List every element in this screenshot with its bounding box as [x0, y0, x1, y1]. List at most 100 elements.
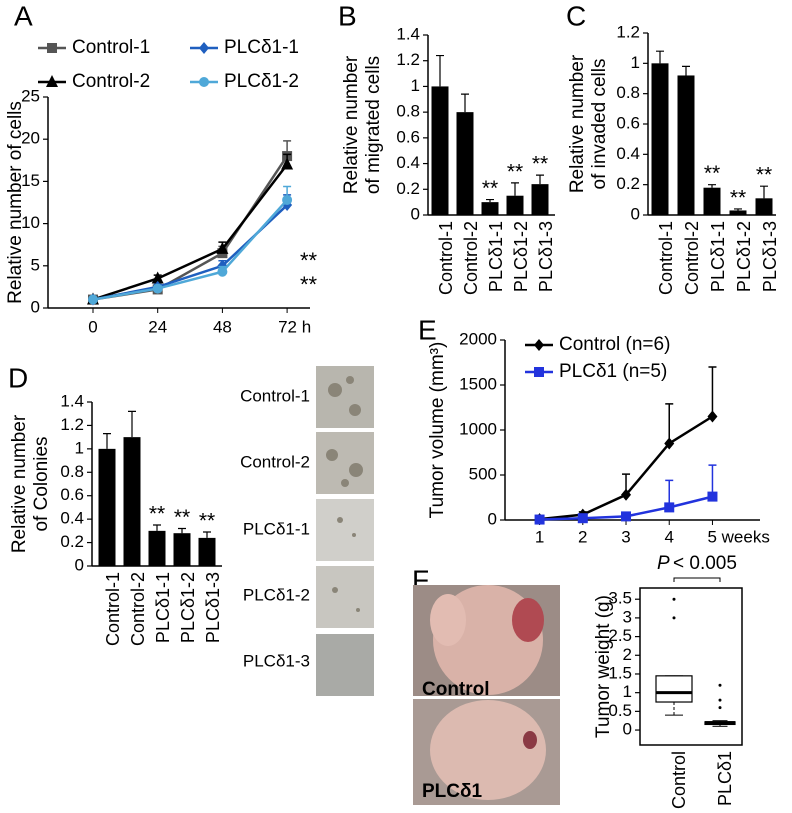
- image-label: PLCδ1: [422, 781, 483, 802]
- significance-label: **: [756, 164, 772, 187]
- marker: [621, 488, 632, 501]
- marker: [534, 514, 545, 525]
- legend-label: PLCδ1-1: [224, 37, 299, 58]
- error-bar: [760, 185, 768, 199]
- outlier: [718, 706, 722, 710]
- marker: [151, 271, 164, 284]
- outlier: [718, 683, 722, 687]
- x-tick-label: Control-2: [461, 221, 481, 295]
- marker: [664, 437, 675, 450]
- x-tick-label: 0: [88, 317, 97, 336]
- marker: [217, 266, 228, 277]
- image-label: Control: [422, 679, 490, 700]
- error-bar: [178, 527, 186, 534]
- x-tick-label: Control-2: [682, 221, 702, 295]
- y-tick-label: 0.4: [60, 509, 84, 528]
- annotation: **: [300, 272, 318, 297]
- marker: [707, 410, 718, 423]
- y-tick-label: 5: [31, 255, 40, 274]
- marker: [46, 75, 58, 87]
- error-bar: [665, 403, 674, 444]
- image-label: PLCδ1-2: [243, 585, 310, 604]
- y-tick-label: 0: [631, 204, 640, 223]
- image-label: Control-2: [240, 452, 310, 471]
- x-tick-label: PLCδ1-2: [734, 221, 754, 292]
- y-tick-label: 0: [411, 204, 420, 223]
- series-line: [92, 199, 289, 301]
- y-axis-label: of invaded cells: [589, 59, 610, 190]
- y-tick-label: 1.5: [608, 663, 632, 682]
- significance-label: **: [532, 153, 548, 176]
- error-bar: [461, 93, 469, 113]
- x-tick-label: PLCδ1: [715, 751, 735, 806]
- x-tick-label: 72 h: [278, 317, 311, 336]
- error-bar: [536, 174, 544, 185]
- bar: [98, 448, 116, 566]
- error-bar: [128, 410, 136, 438]
- image-label: Control-1: [240, 386, 310, 405]
- y-axis-label: of migrated cells: [363, 56, 384, 194]
- y-tick-label: 0.2: [616, 174, 640, 193]
- outlier: [718, 698, 722, 702]
- y-tick-label: 20: [21, 129, 40, 148]
- marker: [47, 43, 57, 53]
- annotation: **: [300, 248, 318, 273]
- x-tick-label: 4: [665, 527, 674, 546]
- y-tick-label: 3: [623, 607, 632, 626]
- series-line: [92, 155, 289, 301]
- y-tick-label: 0.6: [396, 127, 420, 146]
- marker: [199, 77, 209, 87]
- x-tick-label: PLCδ1-1: [708, 221, 728, 292]
- marker: [577, 513, 588, 524]
- y-tick-label: 2: [623, 645, 632, 664]
- bar: [755, 198, 773, 215]
- x-tick-label: PLCδ1-1: [153, 572, 173, 643]
- legend-label: PLCδ1-2: [224, 71, 299, 92]
- bar: [148, 530, 166, 566]
- y-axis-label: Tumor volume (mm³): [427, 342, 448, 519]
- y-axis-label: Relative number of cells: [5, 101, 26, 304]
- significance-label: **: [149, 503, 165, 526]
- series-line: [92, 204, 288, 301]
- y-tick-label: 1.4: [60, 391, 84, 410]
- marker: [534, 367, 544, 377]
- y-tick-label: 0.5: [608, 701, 632, 720]
- y-tick-label: 10: [21, 213, 40, 232]
- y-tick-label: 3.5: [608, 589, 632, 608]
- legend-label: Control-2: [72, 71, 150, 92]
- bar: [198, 537, 216, 566]
- marker: [707, 491, 718, 502]
- y-tick-label: 1000: [459, 419, 497, 438]
- marker: [281, 157, 294, 170]
- y-tick-label: 0.2: [396, 179, 420, 198]
- significance-label: **: [174, 506, 190, 529]
- legend-label: PLCδ1 (n=5): [559, 361, 667, 382]
- outlier: [672, 616, 676, 620]
- bar: [456, 112, 474, 215]
- y-axis-label: Relative number: [567, 54, 588, 193]
- bar: [431, 86, 449, 215]
- bar: [703, 187, 721, 215]
- marker: [199, 42, 209, 54]
- panel-label: C: [566, 0, 586, 31]
- x-tick-label: Control-1: [103, 572, 123, 646]
- y-tick-label: 1: [411, 76, 420, 95]
- bar: [123, 437, 141, 566]
- marker: [534, 339, 544, 351]
- y-axis-label: Relative number: [341, 55, 362, 194]
- x-tick-label: PLCδ1-1: [486, 221, 506, 292]
- error-bar: [656, 50, 664, 64]
- legend-label: Control-1: [72, 37, 150, 58]
- bar: [651, 63, 669, 216]
- y-tick-label: 1.2: [60, 415, 84, 434]
- bar: [173, 533, 191, 566]
- error-bar: [682, 65, 690, 76]
- panel-label: B: [338, 0, 357, 31]
- marker: [664, 502, 675, 513]
- mouse-photos: [413, 585, 560, 805]
- y-tick-label: 500: [469, 464, 497, 483]
- y-axis-label: Tumor weight (g): [593, 595, 614, 738]
- marker: [88, 294, 98, 305]
- outlier: [672, 597, 676, 601]
